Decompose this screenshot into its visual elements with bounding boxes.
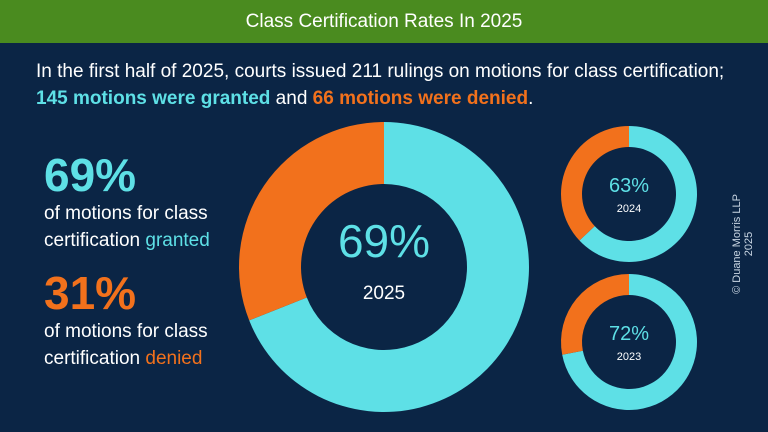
intro-denied-phrase: 66 motions were denied	[312, 88, 529, 109]
denied-line2: certification denied	[44, 345, 208, 372]
intro-text-after: .	[528, 88, 534, 109]
donut-2023-slice-denied	[560, 274, 629, 355]
intro-paragraph: In the first half of 2025, courts issued…	[36, 58, 736, 112]
donut-2025-center-label: 69%	[338, 215, 430, 267]
denied-percent: 31%	[44, 267, 137, 319]
intro-granted-phrase: 145 motions were granted	[36, 88, 271, 109]
granted-word: granted	[145, 230, 210, 251]
denied-line1: of motions for class	[44, 321, 208, 342]
granted-line2: certification granted	[44, 227, 210, 254]
copyright-credit: © Duane Morris LLP 2025	[731, 194, 755, 294]
granted-stat: 69% of motions for class certification g…	[44, 150, 210, 254]
donut-2024-year-label: 2024	[617, 203, 641, 215]
donut-2023-center-label: 72%	[609, 323, 649, 345]
donut-2024-slice-denied	[560, 126, 629, 241]
header-bar: Class Certification Rates In 2025	[0, 0, 768, 43]
granted-percent: 69%	[44, 149, 137, 201]
donut-2025-slice-denied	[238, 122, 384, 321]
donut-2024-slice-granted	[579, 126, 697, 262]
denied-stat: 31% of motions for class certification d…	[44, 268, 208, 372]
denied-word: denied	[145, 348, 203, 369]
donut-2024-center-label: 63%	[609, 175, 649, 197]
denied-line2-prefix: certification	[44, 348, 146, 369]
granted-line1: of motions for class	[44, 203, 208, 224]
granted-line2-prefix: certification	[44, 230, 146, 251]
intro-text-middle: and	[270, 88, 313, 109]
page-title: Class Certification Rates In 2025	[245, 10, 523, 32]
donut-2023-slice-granted	[562, 274, 697, 410]
intro-text-before: In the first half of 2025, courts issued…	[36, 61, 725, 82]
donut-2025-year-label: 2025	[363, 283, 405, 304]
donut-2023-year-label: 2023	[617, 351, 641, 363]
donut-2025-slice-granted	[249, 122, 529, 413]
